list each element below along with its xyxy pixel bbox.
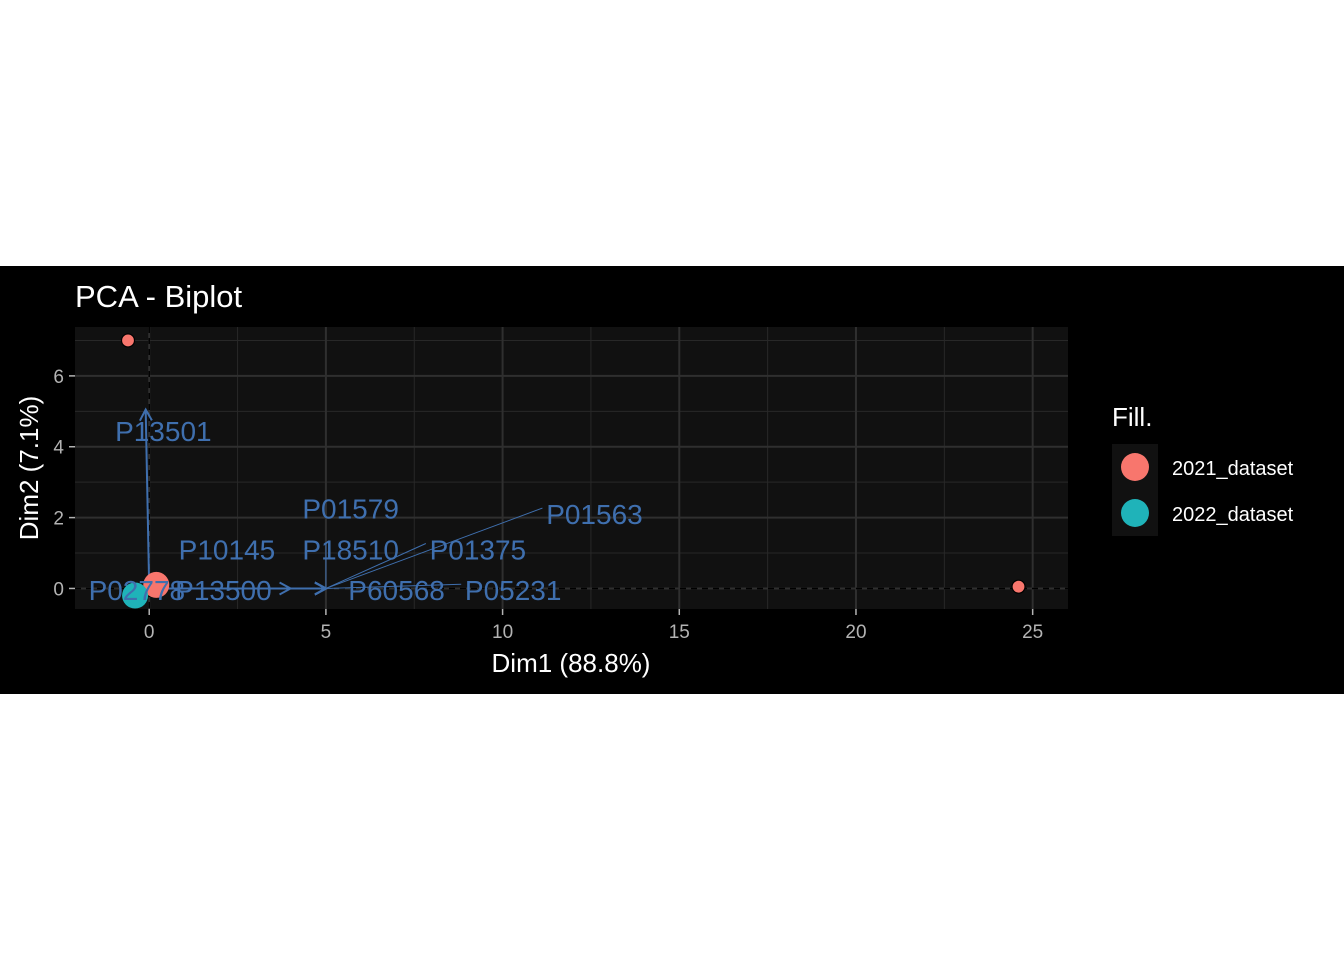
legend-key-2022	[1121, 499, 1149, 527]
plot-panel	[75, 327, 1068, 609]
variable-label-P02778: P02778	[89, 575, 186, 606]
x-tick-label: 20	[845, 622, 866, 643]
y-tick-label: 2	[53, 509, 64, 530]
y-tick-label: 4	[53, 438, 64, 459]
x-axis-ticks: 0 5 10 15 20 25	[144, 609, 1043, 643]
variable-label-P13500: P13500	[175, 575, 272, 606]
x-tick-label: 15	[669, 622, 690, 643]
legend-label-2021: 2021_dataset	[1172, 458, 1294, 480]
legend: Fill. 2021_dataset 2022_dataset	[1112, 402, 1294, 536]
x-tick-label: 5	[321, 622, 332, 643]
variable-label-P18510: P18510	[302, 534, 399, 565]
data-point-2021_dataset	[1011, 579, 1026, 594]
x-tick-label: 10	[492, 622, 513, 643]
variable-label-P01579: P01579	[302, 494, 399, 525]
data-point-2021_dataset	[143, 571, 170, 598]
y-tick-label: 6	[53, 367, 64, 388]
data-point-2021_dataset	[120, 333, 136, 348]
leader-P01375	[325, 543, 427, 589]
variable-labels: P13501 P01579 P01563 P10145 P18510 P01375 P605…	[89, 416, 643, 606]
leader-P01563	[325, 507, 543, 589]
y-axis-title: Dim2 (7.1%)	[14, 396, 44, 540]
variable-label-P60568: P60568	[348, 575, 445, 606]
x-tick-label: 0	[144, 622, 155, 643]
data-points	[120, 333, 1026, 609]
arrow-P13501	[146, 410, 150, 589]
variable-label-P13501: P13501	[115, 416, 212, 447]
variable-arrows	[146, 410, 326, 589]
variable-label-P01563: P01563	[546, 499, 643, 530]
x-tick-label: 25	[1022, 622, 1043, 643]
y-tick-label: 0	[53, 579, 64, 600]
variable-label-P05231: P05231	[465, 575, 562, 606]
legend-label-2022: 2022_dataset	[1172, 504, 1294, 526]
chart-title: PCA - Biplot	[75, 279, 243, 314]
legend-key-2021	[1121, 453, 1149, 481]
legend-title: Fill.	[1112, 402, 1152, 432]
leader-P05231	[325, 583, 462, 589]
variable-label-P01375: P01375	[430, 534, 527, 565]
variable-label-P10145: P10145	[179, 534, 276, 565]
data-point-2022_dataset	[122, 582, 149, 609]
x-axis-title: Dim1 (88.8%)	[492, 648, 651, 678]
y-axis-ticks: 0 2 4 6	[53, 367, 75, 600]
